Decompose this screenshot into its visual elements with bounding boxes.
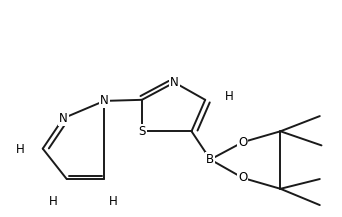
Text: B: B — [206, 153, 214, 166]
Text: N: N — [59, 112, 68, 125]
Text: O: O — [238, 136, 248, 149]
Text: H: H — [49, 195, 57, 208]
Text: S: S — [138, 125, 146, 138]
Text: H: H — [15, 143, 24, 156]
Text: N: N — [170, 76, 179, 89]
Text: H: H — [108, 195, 117, 208]
Text: H: H — [225, 90, 234, 103]
Text: N: N — [100, 94, 109, 107]
Text: O: O — [238, 171, 248, 184]
